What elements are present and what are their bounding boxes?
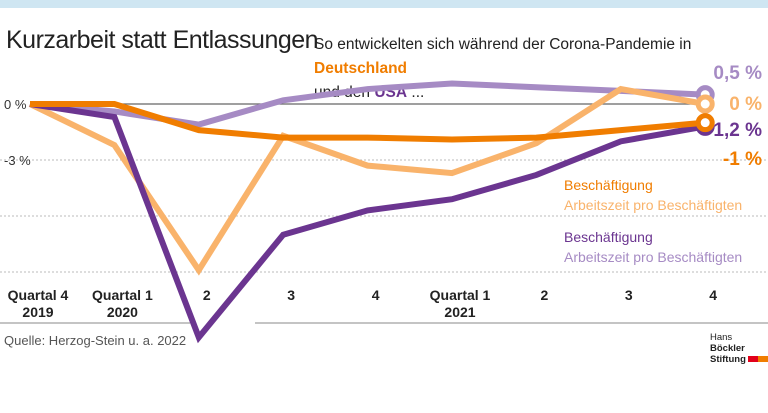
x-tick-label: 2 xyxy=(203,287,211,303)
legend-item: Arbeitszeit pro Beschäftigten xyxy=(564,249,742,265)
end-value-label: 0,5 % xyxy=(713,63,762,84)
end-marker xyxy=(695,94,715,114)
legend-item: Arbeitszeit pro Beschäftigten xyxy=(564,197,742,213)
x-tick-label: Quartal 4 xyxy=(8,287,69,303)
series-line xyxy=(29,101,706,344)
y-tick-label: -3 % xyxy=(4,153,31,168)
legend-item: Beschäftigung xyxy=(564,177,653,193)
subtitle-text: So entwickelten sich während der Corona-… xyxy=(314,36,692,53)
subtitle-de: Deutschland xyxy=(314,60,408,77)
source-note: Quelle: Herzog-Stein u. a. 2022 xyxy=(4,333,187,348)
series-line xyxy=(30,101,706,143)
x-tick-label: Quartal 1 xyxy=(430,287,491,303)
x-tick-label: 2020 xyxy=(107,304,138,320)
x-tick-label: 4 xyxy=(372,287,380,303)
legend-item: Beschäftigung xyxy=(564,229,653,245)
logo: Hans Böckler Stiftung xyxy=(710,332,768,365)
end-marker xyxy=(695,113,715,133)
chart-subtitle: So entwickelten sich während der Corona-… xyxy=(314,33,768,105)
x-tick-label: 3 xyxy=(625,287,633,303)
x-tick-label: 3 xyxy=(287,287,295,303)
top-band xyxy=(0,0,768,8)
end-value-label: -1,2 % xyxy=(707,120,762,141)
chart-title: Kurzarbeit statt Entlassungen xyxy=(6,26,319,54)
y-tick-label: 0 % xyxy=(4,97,27,112)
x-tick-label: 2 xyxy=(541,287,549,303)
end-value-label: 0 % xyxy=(729,94,762,115)
x-tick-label: Quartal 1 xyxy=(92,287,153,303)
x-tick-label: 2021 xyxy=(444,304,475,320)
x-tick-label: 2019 xyxy=(22,304,53,320)
x-tick-label: 4 xyxy=(709,287,717,303)
end-value-label: -1 % xyxy=(723,149,762,170)
